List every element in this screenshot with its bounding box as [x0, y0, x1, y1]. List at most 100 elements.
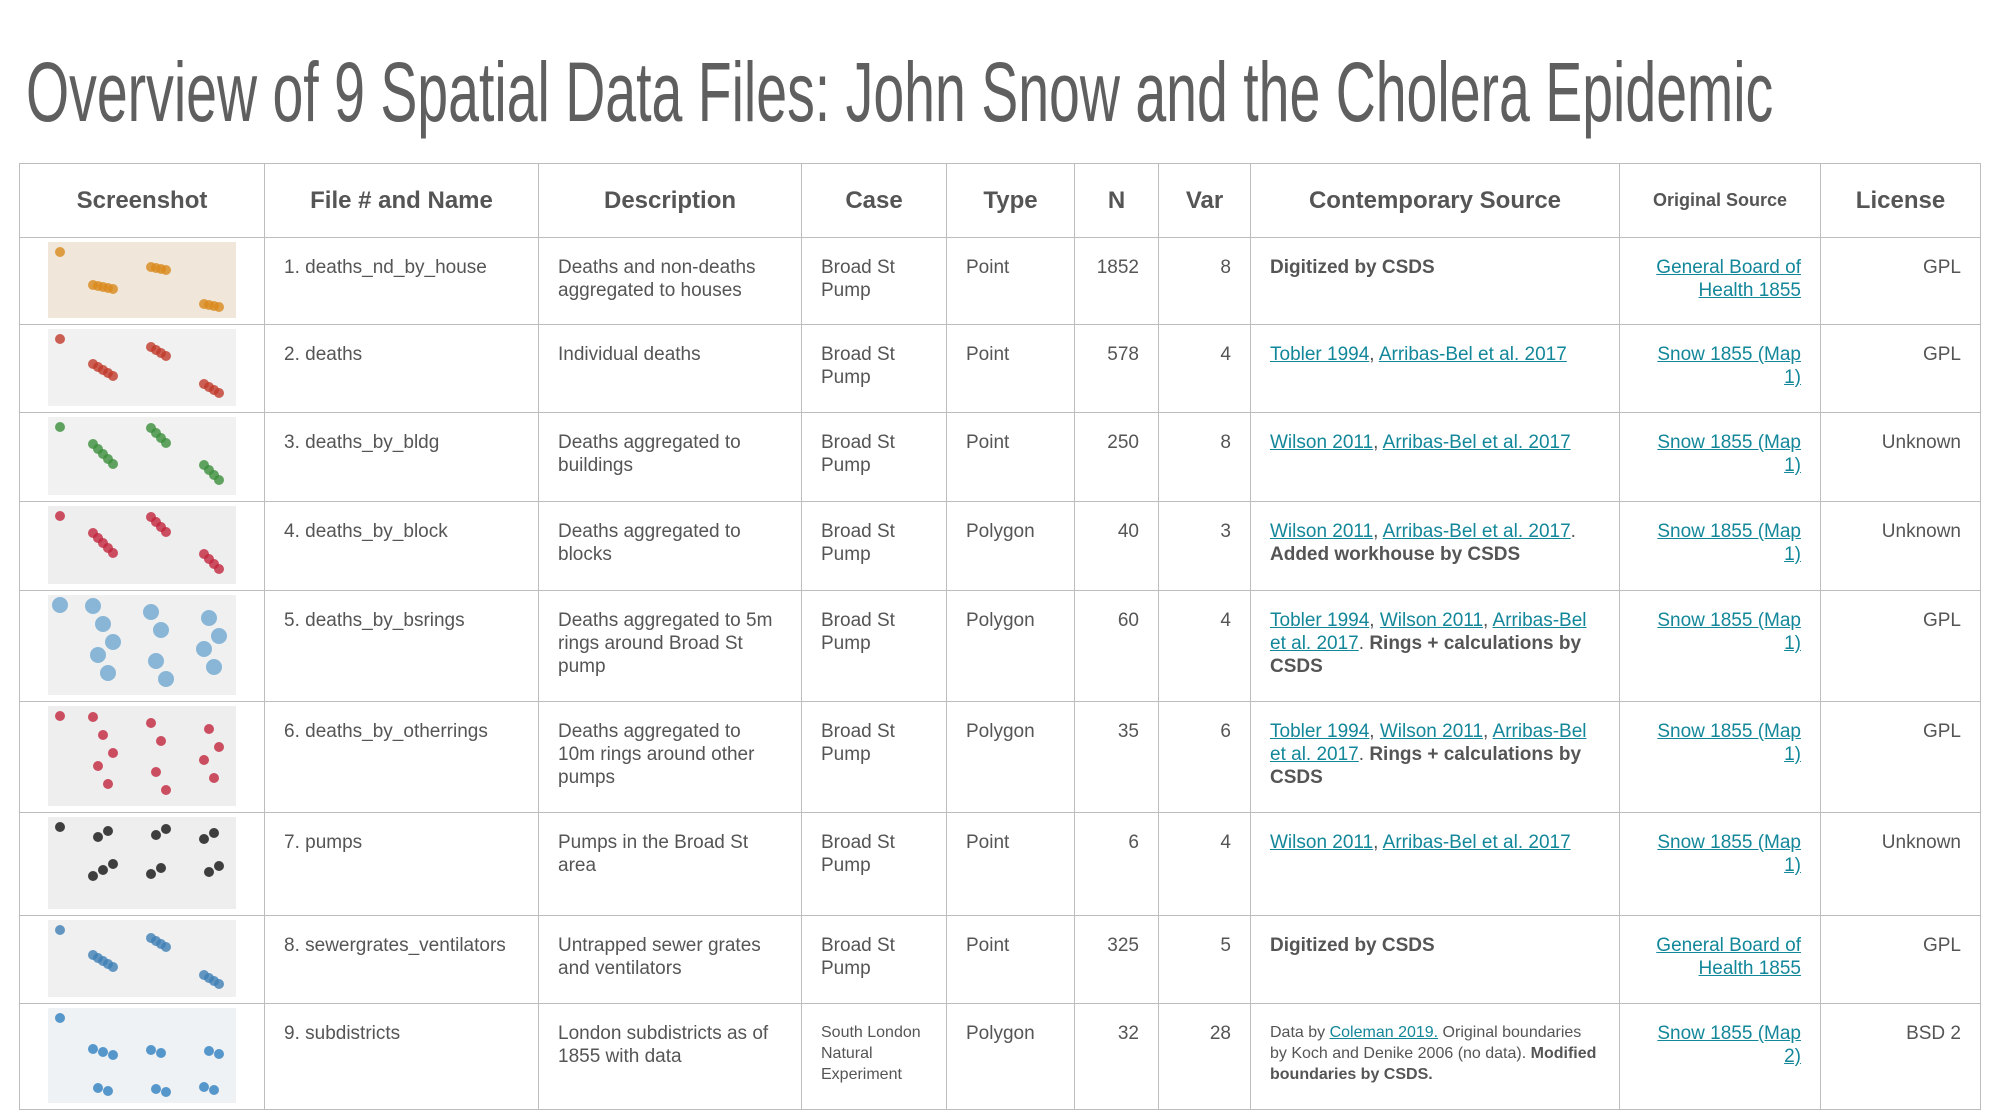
- link-box: Snow 1855 (Map 2): [1651, 1022, 1801, 1068]
- table-cell: Point: [946, 812, 1075, 916]
- source-link[interactable]: Tobler 1994: [1270, 610, 1370, 631]
- source-text: Rings + calculations by CSDS: [1270, 633, 1582, 677]
- thumbnail-dot: [95, 616, 111, 632]
- source-link[interactable]: Coleman 2019.: [1329, 1024, 1439, 1041]
- table-cell: Unknown: [1820, 412, 1981, 502]
- table-cell: 3: [1158, 501, 1251, 591]
- thumbnail-dot: [103, 1086, 113, 1096]
- table-cell: BSD 2: [1820, 1003, 1981, 1110]
- thumbnail-dot: [211, 628, 227, 644]
- thumbnail-dot: [52, 597, 68, 613]
- thumbnail-dot: [214, 742, 224, 752]
- link-box: General Board of Health 1855: [1651, 934, 1801, 980]
- thumbnail: [48, 595, 236, 695]
- source-link[interactable]: Wilson 2011: [1270, 832, 1374, 853]
- source-link[interactable]: Tobler 1994: [1270, 344, 1370, 365]
- source-link[interactable]: General Board of Health 1855: [1656, 935, 1801, 979]
- source-link[interactable]: Wilson 2011: [1270, 432, 1374, 453]
- thumbnail-dot: [88, 280, 98, 290]
- thumbnail: [48, 706, 236, 806]
- link-box: Snow 1855 (Map 1): [1651, 343, 1801, 389]
- source-text: Data by: [1270, 1024, 1330, 1041]
- table-cell: Unknown: [1820, 501, 1981, 591]
- table-cell: 40: [1074, 501, 1159, 591]
- source-link[interactable]: Arribas-Bel et al. 2017: [1270, 721, 1587, 765]
- thumbnail-dot: [103, 826, 113, 836]
- table-cell: 5. deaths_by_bsrings: [264, 590, 539, 702]
- table-cell: Digitized by CSDS: [1250, 237, 1620, 325]
- source-link[interactable]: Wilson 2011: [1379, 610, 1484, 631]
- thumbnail-dot: [199, 1082, 209, 1092]
- column-header: Screenshot: [19, 163, 265, 238]
- table-cell: Snow 1855 (Map 2): [1619, 1003, 1821, 1110]
- table-cell: 578: [1074, 324, 1159, 413]
- table-cell: 28: [1158, 1003, 1251, 1110]
- thumbnail-dot: [146, 1045, 156, 1055]
- column-header: Original Source: [1619, 163, 1821, 238]
- source-link[interactable]: Arribas-Bel et al. 2017: [1382, 832, 1571, 853]
- source-text: .: [1358, 744, 1370, 765]
- table-cell: Point: [946, 324, 1075, 413]
- table-cell: 5: [1158, 915, 1251, 1004]
- thumbnail-dot: [93, 832, 103, 842]
- thumbnail-dot: [55, 822, 65, 832]
- source-link[interactable]: Arribas-Bel et al. 2017: [1378, 344, 1567, 365]
- thumbnail-dot: [199, 549, 209, 559]
- source-link[interactable]: General Board of Health 1855: [1656, 257, 1801, 301]
- column-header: Description: [538, 163, 802, 238]
- table-cell: General Board of Health 1855: [1619, 915, 1821, 1004]
- table-row: 2. deaths Individual deaths Broad St Pump P…: [19, 324, 1981, 413]
- thumbnail-dot: [214, 861, 224, 871]
- thumbnail-dot: [88, 871, 98, 881]
- thumbnail-dot: [146, 718, 156, 728]
- table-cell: 32: [1074, 1003, 1159, 1110]
- table-cell: Tobler 1994, Wilson 2011, Arribas-Bel et…: [1250, 701, 1620, 813]
- source-link[interactable]: Snow 1855 (Map 1): [1657, 610, 1801, 654]
- thumbnail-dot: [146, 869, 156, 879]
- thumbnail-cell: [19, 590, 265, 702]
- table-cell: Deaths aggregated to buildings: [538, 412, 802, 502]
- source-text: ,: [1369, 610, 1380, 631]
- thumbnail-cell: [19, 701, 265, 813]
- table-row: 3. deaths_by_bldg Deaths aggregated to bu…: [19, 412, 1981, 502]
- source-link[interactable]: Tobler 1994: [1270, 721, 1370, 742]
- thumbnail-dot: [161, 824, 171, 834]
- thumbnail-dot: [88, 712, 98, 722]
- source-link[interactable]: Wilson 2011: [1379, 721, 1484, 742]
- table-row: 5. deaths_by_bsrings Deaths aggregated to…: [19, 590, 1981, 702]
- thumbnail-dot: [161, 785, 171, 795]
- table-cell: 3. deaths_by_bldg: [264, 412, 539, 502]
- table-cell: 250: [1074, 412, 1159, 502]
- table-cell: Deaths and non-deaths aggregated to hous…: [538, 237, 802, 325]
- table-cell: Point: [946, 915, 1075, 1004]
- source-link[interactable]: Arribas-Bel et al. 2017: [1382, 521, 1571, 542]
- table-cell: 4: [1158, 812, 1251, 916]
- column-header: N: [1074, 163, 1159, 238]
- table-cell: GPL: [1820, 701, 1981, 813]
- source-link[interactable]: Arribas-Bel et al. 2017: [1382, 432, 1571, 453]
- source-link[interactable]: Snow 1855 (Map 1): [1657, 721, 1801, 765]
- thumbnail-dot: [55, 1013, 65, 1023]
- source-link[interactable]: Snow 1855 (Map 1): [1657, 521, 1801, 565]
- source-link[interactable]: Snow 1855 (Map 1): [1657, 832, 1801, 876]
- thumbnail-dot: [209, 773, 219, 783]
- source-link[interactable]: Snow 1855 (Map 2): [1657, 1023, 1801, 1067]
- source-link[interactable]: Arribas-Bel et al. 2017: [1270, 610, 1587, 654]
- thumbnail-dot: [98, 1047, 108, 1057]
- thumbnail-dot: [196, 641, 212, 657]
- thumbnail: [48, 329, 236, 406]
- source-link[interactable]: Wilson 2011: [1270, 521, 1374, 542]
- thumbnail-bg: [48, 506, 236, 584]
- table-cell: Snow 1855 (Map 1): [1619, 501, 1821, 591]
- source-link[interactable]: Snow 1855 (Map 1): [1657, 432, 1801, 476]
- table-cell: Point: [946, 412, 1075, 502]
- thumbnail-dot: [146, 262, 156, 272]
- source-link[interactable]: Snow 1855 (Map 1): [1657, 344, 1801, 388]
- table-cell: Snow 1855 (Map 1): [1619, 590, 1821, 702]
- thumbnail-dot: [209, 1085, 219, 1095]
- link-box: Snow 1855 (Map 1): [1651, 720, 1801, 766]
- table-cell: 1. deaths_nd_by_house: [264, 237, 539, 325]
- table-cell: Tobler 1994, Wilson 2011, Arribas-Bel et…: [1250, 590, 1620, 702]
- thumbnail: [48, 920, 236, 997]
